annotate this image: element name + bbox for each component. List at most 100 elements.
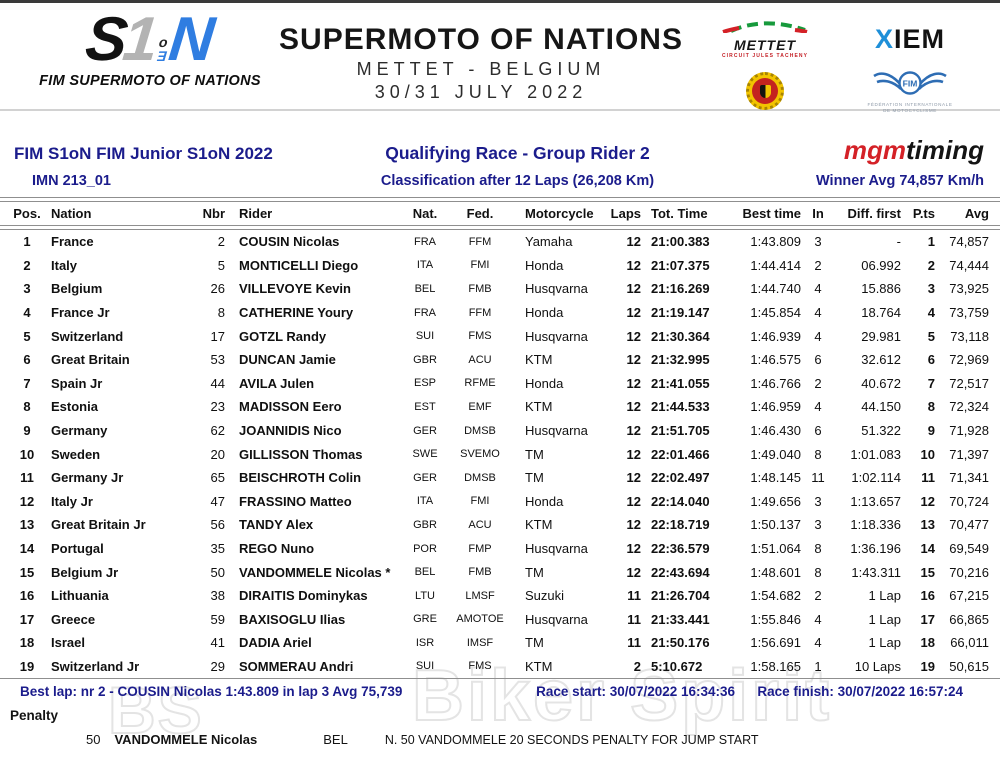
cell-in: 3: [814, 234, 822, 250]
cell-motorcycle: Husqvarna: [525, 423, 588, 439]
sponsor-logos: METTET CIRCUIT JULES TACHENY XIEM: [690, 9, 1000, 117]
cell-nbr: 29: [210, 658, 225, 674]
cell-nbr: 41: [210, 635, 225, 651]
table-row: 3 Belgium 26 VILLEVOYE Kevin BEL FMB Husqvarna…: [0, 277, 1000, 301]
penalty-label: Penalty: [10, 708, 59, 724]
cell-in: 4: [814, 281, 822, 297]
cell-best-time: 1:50.137: [750, 517, 801, 533]
cell-pts: 18: [920, 635, 935, 651]
cell-nat: ESP: [413, 377, 436, 390]
cell-laps: 12: [626, 446, 641, 462]
cell-pts: 2: [927, 257, 935, 273]
cell-best-time: 1:43.809: [750, 234, 801, 250]
cell-pts: 10: [920, 446, 935, 462]
cell-pos: 3: [23, 281, 31, 297]
cell-diff-first: 44.150: [861, 399, 901, 415]
cell-pos: 5: [23, 328, 31, 344]
cell-motorcycle: Yamaha: [525, 234, 573, 250]
cell-laps: 12: [626, 399, 641, 415]
cell-nat: SUI: [415, 330, 435, 343]
cell-tot-time: 21:19.147: [651, 305, 710, 321]
cell-diff-first: 1 Lap: [868, 635, 901, 651]
cell-avg: 71,397: [949, 446, 989, 462]
cell-nation: Portugal: [51, 541, 104, 557]
event-name: SUPERMOTO OF NATIONS: [279, 23, 683, 56]
table-row: 7 Spain Jr 44 AVILA Julen ESP RFME Honda 12 21:4…: [0, 372, 1000, 396]
cell-tot-time: 5:10.672: [651, 658, 703, 674]
top-rule: [0, 0, 1000, 3]
cell-fed: ACU: [468, 518, 492, 531]
cell-pos: 13: [19, 517, 35, 533]
cell-fed: IMSF: [466, 636, 494, 649]
cell-motorcycle: Honda: [525, 375, 564, 391]
cell-nat: BEL: [414, 566, 436, 579]
cell-in: 8: [814, 564, 822, 580]
cell-motorcycle: KTM: [525, 517, 553, 533]
cell-fed: EMF: [468, 400, 492, 413]
col-header-laps: Laps: [610, 206, 641, 221]
cell-rider: SOMMERAU Andri: [239, 658, 354, 674]
cell-nat: GBR: [413, 518, 437, 531]
cell-diff-first: -: [896, 234, 901, 250]
cell-diff-first: 40.672: [861, 375, 901, 391]
cell-diff-first: 10 Laps: [854, 658, 901, 674]
cell-avg: 70,724: [949, 493, 989, 509]
cell-pts: 19: [920, 658, 935, 674]
col-header-avg: Avg: [964, 206, 989, 221]
cell-tot-time: 22:14.040: [651, 493, 710, 509]
cell-nbr: 65: [210, 470, 225, 486]
table-row: 16 Lithuania 38 DIRAITIS Dominykas LTU LMSF Su…: [0, 584, 1000, 608]
cell-nbr: 53: [210, 352, 225, 368]
footer-summary-row: Best lap: nr 2 - COUSIN Nicolas 1:43.809…: [0, 684, 1000, 699]
s1on-letter-n: N: [165, 5, 218, 74]
cell-pts: 14: [920, 541, 935, 557]
cell-nation: Germany: [51, 423, 108, 439]
cell-laps: 12: [626, 493, 641, 509]
cell-rider: AVILA Julen: [239, 375, 315, 391]
event-date: 30/31 JULY 2022: [374, 82, 588, 102]
cell-pts: 12: [920, 493, 935, 509]
table-row: 11 Germany Jr 65 BEISCHROTH Colin GER DMSB TM 1…: [0, 466, 1000, 490]
col-header-pts: P.ts: [912, 206, 935, 221]
cell-best-time: 1:46.959: [750, 399, 801, 415]
cell-pts: 4: [927, 305, 935, 321]
winner-avg: Winner Avg 74,857 Km/h: [815, 173, 984, 189]
cell-best-time: 1:54.682: [750, 588, 801, 604]
cell-tot-time: 21:41.055: [651, 375, 710, 391]
fim-subtext-2: DE MOTOCYCLISME: [883, 107, 937, 113]
cell-pos: 15: [19, 564, 35, 580]
cell-laps: 12: [626, 423, 641, 439]
cell-rider: VILLEVOYE Kevin: [239, 281, 351, 297]
cell-pts: 17: [920, 611, 935, 627]
cell-pos: 17: [19, 611, 35, 627]
col-header-fed: Fed.: [466, 206, 494, 221]
cell-fed: DMSB: [464, 424, 496, 437]
cell-in: 4: [814, 635, 822, 651]
cell-laps: 12: [626, 517, 641, 533]
mgmtiming-logo-mgm: mgm: [843, 135, 906, 165]
cell-diff-first: 1:18.336: [850, 517, 901, 533]
cell-pos: 19: [19, 658, 35, 674]
cell-diff-first: 1:01.083: [850, 446, 901, 462]
cell-rider: TANDY Alex: [239, 517, 314, 533]
cell-nat: GER: [413, 424, 437, 437]
cell-diff-first: 06.992: [861, 257, 901, 273]
col-header-tot-time: Tot. Time: [651, 206, 708, 221]
cell-nat: GER: [413, 471, 437, 484]
cell-motorcycle: KTM: [525, 658, 553, 674]
cell-diff-first: 1 Lap: [868, 611, 901, 627]
mettet-arc-icon: [722, 20, 808, 34]
mgmtiming-logo: mgmtiming: [690, 137, 1000, 163]
cell-avg: 74,444: [949, 257, 989, 273]
cell-pts: 9: [927, 423, 935, 439]
race-finish-text: Race finish: 30/07/2022 16:57:24: [757, 684, 963, 700]
cell-pts: 15: [920, 564, 935, 580]
cell-in: 6: [814, 352, 822, 368]
cell-motorcycle: Honda: [525, 493, 564, 509]
s1on-letter-e: Ǝ: [156, 48, 168, 64]
cell-rider: FRASSINO Matteo: [239, 493, 352, 509]
cell-avg: 74,857: [949, 234, 989, 250]
cell-nbr: 35: [210, 541, 225, 557]
cell-nbr: 56: [210, 517, 225, 533]
cell-avg: 72,517: [949, 375, 989, 391]
